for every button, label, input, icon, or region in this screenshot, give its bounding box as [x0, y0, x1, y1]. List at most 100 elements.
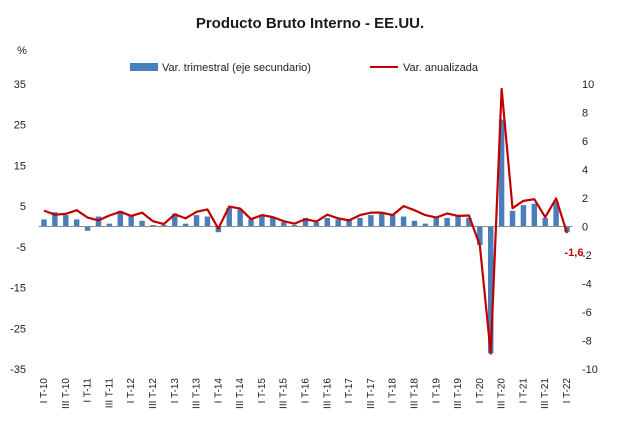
- x-tick-label: I T-20: [475, 378, 486, 404]
- quarterly-bar: [411, 220, 418, 227]
- x-axis-ticks: I T-10 III T-10 I T-11 III T-11 I T-12 III T-…: [39, 378, 573, 409]
- quarterly-bar: [422, 223, 429, 227]
- quarterly-bar: [509, 210, 516, 227]
- quarterly-bar: [520, 205, 527, 227]
- quarterly-bars: [41, 119, 570, 354]
- x-tick-label: III T-19: [453, 378, 464, 409]
- right-tick-label: -10: [582, 364, 598, 376]
- x-tick-label: III T-15: [279, 378, 290, 409]
- left-tick-label: 5: [20, 201, 26, 213]
- x-tick-label: III T-20: [497, 378, 508, 409]
- quarterly-bar: [41, 219, 47, 227]
- quarterly-bar: [226, 207, 232, 227]
- right-tick-label: 10: [582, 79, 594, 91]
- quarterly-bar: [280, 222, 287, 227]
- quarterly-bar: [63, 215, 69, 227]
- left-axis-unit: %: [17, 45, 27, 57]
- x-tick-label: III T-11: [104, 378, 115, 409]
- legend-label-quarterly: Var. trimestral (eje secundario): [162, 62, 311, 74]
- quarterly-bar: [455, 216, 461, 227]
- quarterly-bar: [389, 215, 396, 227]
- quarterly-bar: [313, 222, 320, 227]
- left-tick-label: -35: [10, 364, 26, 376]
- quarterly-bar: [259, 215, 265, 227]
- right-tick-label: 0: [582, 222, 588, 234]
- quarterly-bar: [466, 217, 472, 227]
- x-tick-label: III T-18: [409, 378, 420, 409]
- left-tick-label: 15: [14, 160, 26, 172]
- last-value-annotation: -1,6: [565, 247, 584, 259]
- quarterly-bar: [433, 217, 439, 227]
- quarterly-bar: [335, 219, 341, 227]
- right-tick-label: -4: [582, 279, 592, 291]
- x-tick-label: I T-16: [301, 378, 312, 404]
- quarterly-bar: [193, 215, 200, 227]
- x-tick-label: I T-15: [257, 378, 268, 404]
- legend: Var. trimestral (eje secundario) Var. an…: [130, 62, 479, 74]
- quarterly-bar: [106, 223, 113, 227]
- x-tick-label: I T-14: [213, 378, 224, 404]
- legend-swatch-quarterly: [130, 63, 158, 71]
- quarterly-bar: [182, 223, 189, 227]
- x-tick-label: III T-10: [61, 378, 72, 409]
- left-tick-label: -25: [10, 323, 26, 335]
- annualized-line: [43, 87, 569, 355]
- x-tick-label: I T-11: [83, 378, 94, 403]
- x-tick-label: I T-21: [518, 378, 529, 404]
- quarterly-bar: [324, 217, 331, 227]
- x-tick-label: I T-19: [431, 378, 442, 404]
- quarterly-bar: [248, 219, 254, 227]
- quarterly-bar: [477, 226, 483, 246]
- x-tick-label: I T-22: [562, 378, 573, 404]
- x-tick-label: III T-12: [148, 378, 159, 409]
- quarterly-bar: [531, 203, 538, 227]
- x-tick-label: I T-12: [126, 378, 137, 404]
- quarterly-bar: [346, 219, 352, 227]
- quarterly-bar: [400, 216, 407, 227]
- x-tick-label: III T-14: [235, 378, 246, 409]
- left-tick-label: 35: [14, 79, 26, 91]
- quarterly-bar: [128, 215, 134, 227]
- quarterly-bar: [161, 225, 167, 227]
- left-axis-ticks: 35 25 15 5 -5 -15 -25 -35: [10, 79, 26, 376]
- left-tick-label: -15: [10, 283, 26, 295]
- right-tick-label: -2: [582, 250, 592, 262]
- quarterly-bar: [204, 216, 211, 227]
- quarterly-bar: [542, 217, 548, 227]
- quarterly-bar: [357, 217, 363, 227]
- quarterly-bar: [291, 225, 298, 227]
- x-tick-label: I T-17: [344, 378, 355, 404]
- right-tick-label: 2: [582, 193, 588, 205]
- quarterly-bar: [379, 213, 385, 227]
- quarterly-bar: [237, 209, 243, 227]
- left-tick-label: -5: [16, 242, 26, 254]
- quarterly-bar: [270, 217, 276, 227]
- right-tick-label: 6: [582, 136, 588, 148]
- right-tick-label: -6: [582, 307, 592, 319]
- quarterly-bar: [84, 226, 91, 231]
- chart-title: Producto Bruto Interno - EE.UU.: [196, 15, 424, 32]
- x-tick-label: III T-13: [192, 378, 203, 409]
- quarterly-bar: [150, 225, 156, 227]
- legend-label-annualized: Var. anualizada: [403, 62, 479, 74]
- x-tick-label: III T-16: [322, 378, 333, 409]
- right-axis-ticks: 10 8 6 4 2 0 -2 -4 -6 -8 -10: [582, 79, 598, 376]
- right-tick-label: 4: [582, 165, 588, 177]
- x-tick-label: III T-21: [540, 378, 551, 409]
- quarterly-bar: [139, 220, 145, 227]
- quarterly-bar: [444, 217, 450, 227]
- quarterly-bar: [117, 210, 123, 227]
- right-tick-label: -8: [582, 336, 592, 348]
- quarterly-bar: [172, 213, 178, 227]
- quarterly-bar: [368, 215, 374, 227]
- quarterly-bar: [488, 226, 494, 354]
- right-tick-label: 8: [582, 108, 588, 120]
- quarterly-bar: [95, 216, 102, 227]
- x-tick-label: III T-17: [366, 378, 377, 409]
- quarterly-bar: [73, 219, 80, 227]
- x-tick-label: I T-18: [388, 378, 399, 404]
- left-tick-label: 25: [14, 120, 26, 132]
- quarterly-bar: [302, 217, 309, 227]
- quarterly-bar: [553, 202, 559, 227]
